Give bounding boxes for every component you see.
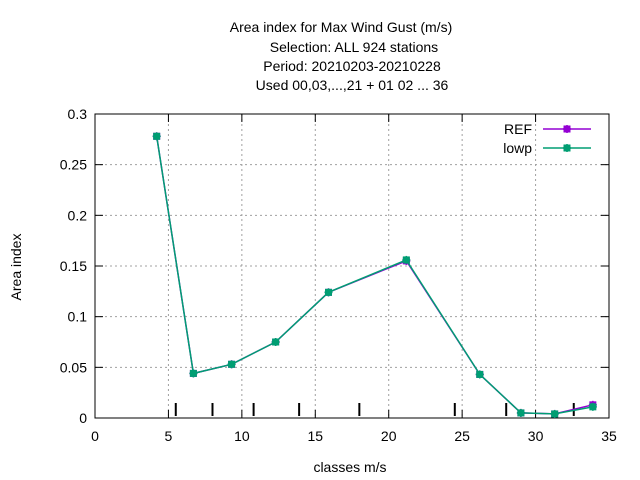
x-tick-label: 25 xyxy=(454,428,470,444)
chart-title: Area index for Max Wind Gust (m/s) Selec… xyxy=(230,19,453,93)
x-axis-label: classes m/s xyxy=(313,459,386,475)
x-tick-label: 10 xyxy=(234,428,250,444)
title-line-3: Period: 20210203-20210228 xyxy=(263,58,441,74)
series-line-REF xyxy=(155,136,593,415)
series-line-lowp xyxy=(155,136,593,415)
grid xyxy=(95,114,609,418)
series-REF xyxy=(152,132,597,418)
y-axis-ticks: 0 0.05 0.1 0.15 0.2 0.25 0.3 xyxy=(60,106,609,426)
legend: REF lowp xyxy=(503,121,591,156)
title-line-1: Area index for Max Wind Gust (m/s) xyxy=(230,19,453,35)
y-tick-label: 0.1 xyxy=(68,309,88,325)
y-tick-label: 0.15 xyxy=(60,258,87,274)
x-tick-label: 0 xyxy=(91,428,99,444)
y-tick-label: 0.25 xyxy=(60,157,87,173)
x-tick-label: 20 xyxy=(381,428,397,444)
legend-label: lowp xyxy=(503,140,532,156)
x-tick-label: 30 xyxy=(528,428,544,444)
title-line-2: Selection: ALL 924 stations xyxy=(270,39,438,55)
y-tick-label: 0 xyxy=(79,410,87,426)
x-tick-label: 35 xyxy=(601,428,617,444)
x-tick-label: 15 xyxy=(307,428,323,444)
class-boundaries xyxy=(174,403,575,416)
title-line-4: Used 00,03,...,21 + 01 02 ... 36 xyxy=(256,77,449,93)
y-tick-label: 0.2 xyxy=(68,207,88,223)
x-tick-label: 5 xyxy=(165,428,173,444)
y-axis-label: Area index xyxy=(8,234,24,301)
series-lowp xyxy=(152,132,597,418)
x-axis-ticks: 0 5 10 15 20 25 30 35 xyxy=(91,114,617,444)
series-group xyxy=(152,132,597,418)
y-tick-label: 0.3 xyxy=(68,106,88,122)
y-tick-label: 0.05 xyxy=(60,359,87,375)
legend-label: REF xyxy=(504,121,532,137)
